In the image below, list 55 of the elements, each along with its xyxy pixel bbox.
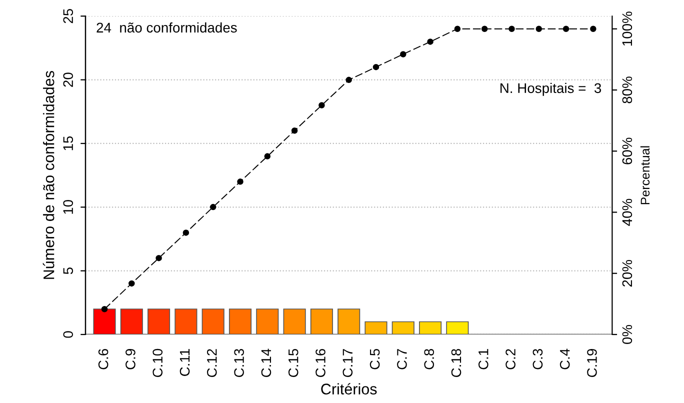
annotation: N. Hospitais = 3 <box>500 82 602 96</box>
x-tick-label: C.12 <box>206 349 217 378</box>
y2-axis-title: Percentual <box>640 146 650 204</box>
point <box>454 26 461 32</box>
x-tick-label: C.10 <box>152 348 163 378</box>
point <box>481 26 488 32</box>
y-tick-label: 20 <box>63 72 74 87</box>
point <box>156 254 162 262</box>
x-tick-label: C.11 <box>180 349 190 376</box>
point <box>346 76 352 84</box>
point <box>590 26 596 32</box>
x-tick-label: C.19 <box>587 349 597 378</box>
y-tick-label: 0 <box>63 331 74 338</box>
y2-tick-label: 60% <box>622 138 632 164</box>
point <box>101 306 108 312</box>
annotation: 24 não conformidades <box>96 22 237 33</box>
x-tick-label: C.1 <box>478 349 488 370</box>
point <box>536 26 542 32</box>
point <box>400 51 406 58</box>
x-tick-label: C.14 <box>261 348 272 378</box>
x-tick-label: C.5 <box>370 348 380 370</box>
x-tick-label: C.7 <box>397 349 407 370</box>
y2-tick-label: 20% <box>622 260 632 287</box>
y-tick-label: 25 <box>63 8 74 24</box>
y2-tick-label: 0% <box>622 324 632 344</box>
y2-tick-label: 100% <box>622 12 632 46</box>
x-tick-label: C.15 <box>288 348 298 378</box>
y2-tick-label: 80% <box>622 76 632 104</box>
x-tick-label: C.13 <box>234 348 244 378</box>
point <box>372 64 380 70</box>
point <box>264 153 271 160</box>
x-tick-label: C.18 <box>451 348 462 378</box>
point <box>237 178 244 185</box>
y-tick-label: 15 <box>63 136 74 150</box>
y2-tick-label: 40% <box>622 198 632 226</box>
x-tick-label: C.8 <box>424 348 434 370</box>
x-tick-label: C.3 <box>532 348 543 370</box>
point <box>562 26 570 32</box>
x-tick-label: C.9 <box>126 349 136 370</box>
x-tick-label: C.2 <box>506 349 516 370</box>
x-axis-title: Critérios <box>321 383 377 394</box>
point <box>291 128 298 134</box>
x-tick-label: C.4 <box>560 348 570 370</box>
y-tick-label: 5 <box>63 268 74 274</box>
x-tick-label: C.17 <box>342 349 353 378</box>
y-axis-title: Número de não conformidades <box>42 70 54 279</box>
x-tick-label: C.6 <box>98 348 108 370</box>
x-tick-label: C.16 <box>316 348 326 378</box>
y-tick-label: 10 <box>63 200 74 214</box>
point <box>182 230 190 236</box>
point <box>318 102 325 108</box>
point <box>128 280 135 287</box>
point <box>210 204 216 210</box>
point <box>508 26 515 32</box>
point <box>427 38 434 45</box>
